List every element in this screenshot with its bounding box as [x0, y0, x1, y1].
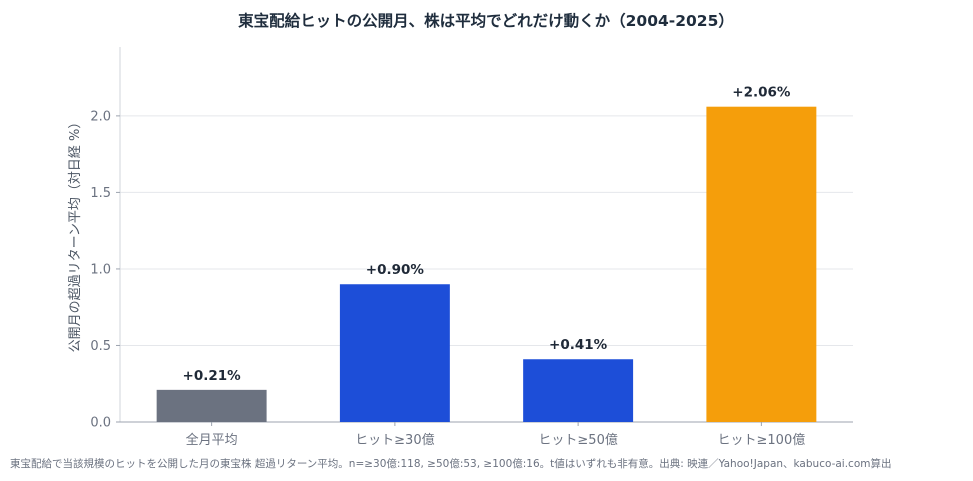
value-label: +0.21%	[183, 368, 242, 384]
y-axis-label: 公開月の超過リターン平均（対日経 %）	[68, 116, 83, 353]
x-ticks: 全月平均 ヒット≥30億 ヒット≥50億 ヒット≥100億	[186, 422, 806, 448]
x-tick-label: ヒット≥30億	[355, 432, 434, 448]
bar	[156, 389, 267, 422]
y-tick-label: 0.5	[90, 339, 111, 354]
bar	[706, 106, 817, 422]
value-label: +2.06%	[732, 85, 791, 101]
value-labels: +0.21% +0.90% +0.41% +2.06%	[183, 85, 791, 384]
bar	[339, 284, 450, 422]
y-tick-label: 1.5	[90, 186, 111, 201]
y-tick-label: 0.0	[90, 416, 111, 431]
x-tick-label: ヒット≥100億	[718, 432, 806, 448]
x-tick-label: 全月平均	[186, 432, 238, 448]
footnote: 東宝配給で当該規模のヒットを公開した月の東宝株 超過リターン平均。n=≥30億:…	[10, 457, 891, 470]
x-tick-label: ヒット≥50億	[538, 432, 617, 448]
bars	[156, 106, 817, 422]
bar	[523, 359, 634, 422]
y-tick-label: 1.0	[90, 262, 111, 277]
chart-title: 東宝配給ヒットの公開月、株は平均でどれだけ動くか（2004-2025）	[238, 11, 734, 30]
value-label: +0.90%	[366, 262, 425, 278]
value-label: +0.41%	[549, 337, 608, 353]
y-tick-label: 2.0	[90, 109, 111, 124]
y-ticks: 0.0 0.5 1.0 1.5 2.0	[90, 109, 120, 431]
